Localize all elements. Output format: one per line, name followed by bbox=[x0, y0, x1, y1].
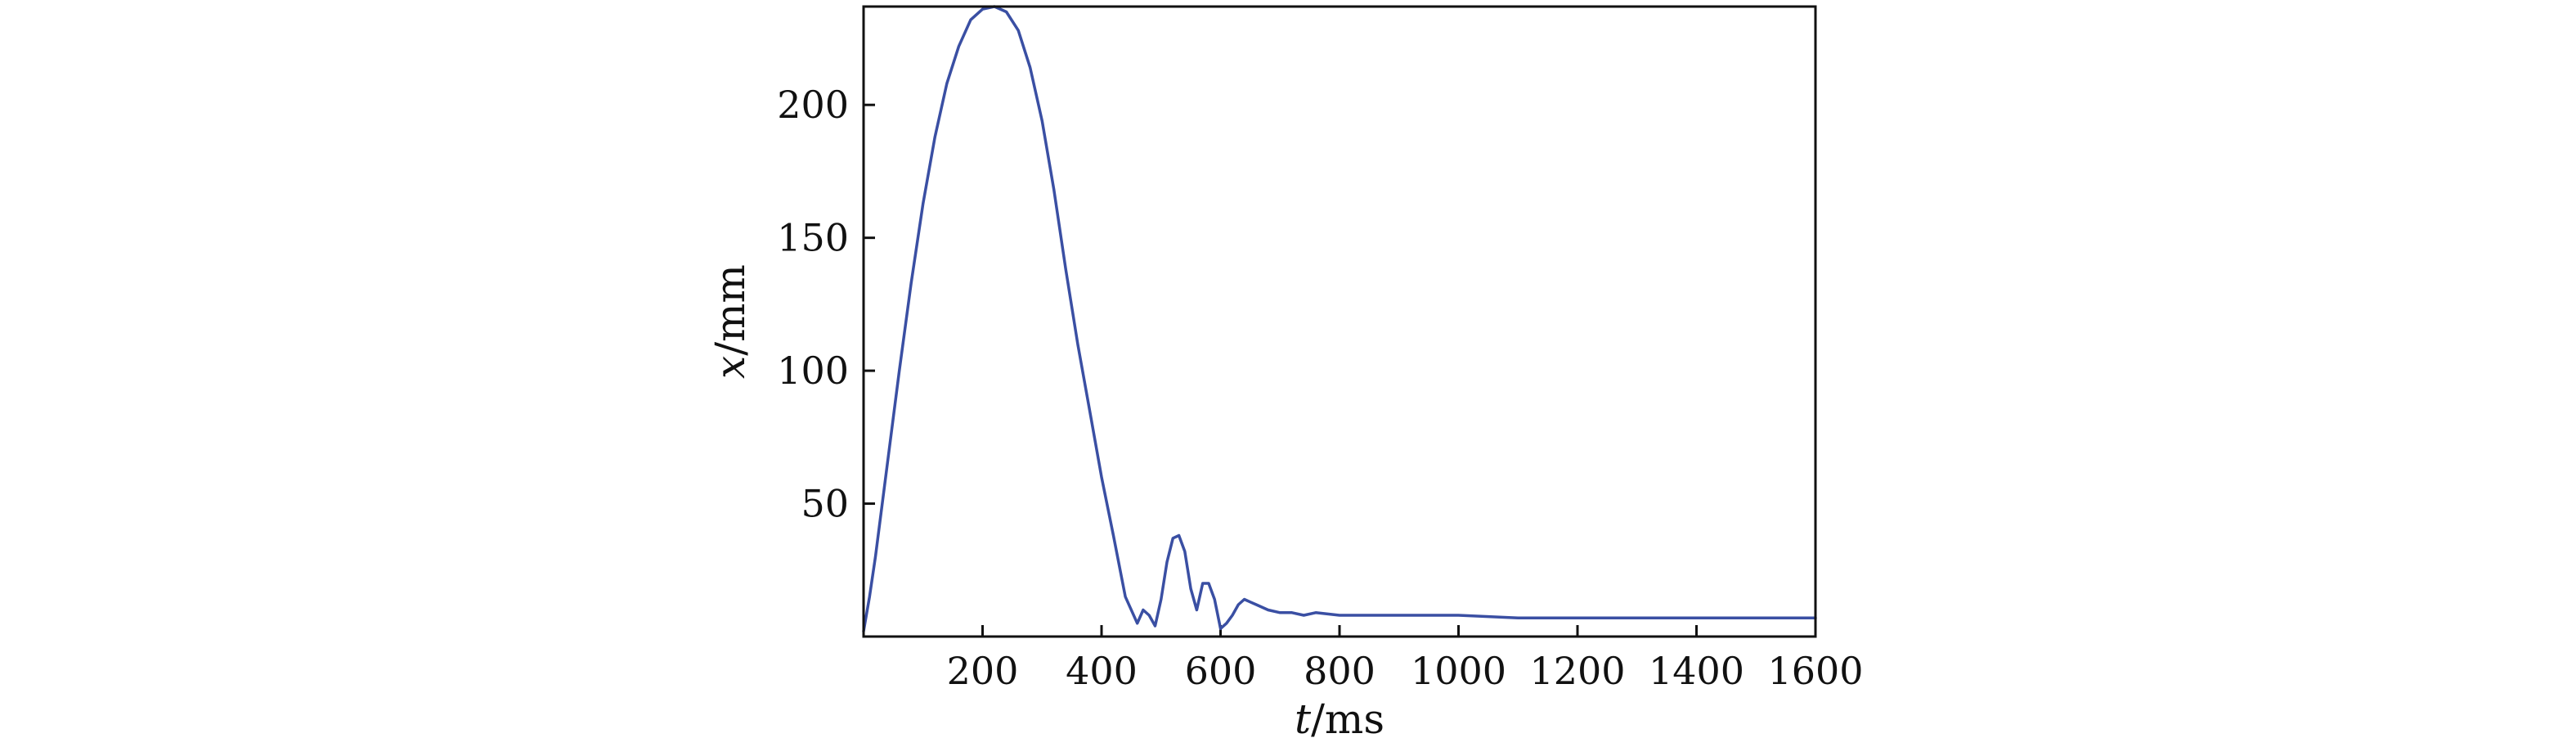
y-axis-label-unit: /mm bbox=[707, 264, 754, 356]
x-tick-label: 1400 bbox=[1649, 649, 1744, 693]
labels-layer: t/ms x/mm bbox=[707, 264, 1384, 743]
y-tick-label: 200 bbox=[777, 83, 849, 127]
plot-layer bbox=[862, 5, 1817, 633]
ticks-layer: 200 400 600 800 1000 1200 1400 1600 50 100 150 200 bbox=[777, 83, 1863, 693]
x-tick-label: 1000 bbox=[1411, 649, 1506, 693]
y-tick-label: 100 bbox=[777, 349, 849, 393]
x-tick-label: 600 bbox=[1185, 649, 1257, 693]
series-line-0 bbox=[862, 5, 1817, 633]
x-axis-label-var: t bbox=[1295, 695, 1312, 743]
x-axis-label: t/ms bbox=[1295, 695, 1384, 743]
y-axis-label: x/mm bbox=[707, 264, 754, 379]
y-tick-label: 50 bbox=[801, 482, 849, 526]
x-tick-label: 200 bbox=[947, 649, 1019, 693]
x-tick-label: 800 bbox=[1304, 649, 1376, 693]
x-tick-label: 1600 bbox=[1767, 649, 1863, 693]
x-tick-label: 1200 bbox=[1529, 649, 1625, 693]
x-tick-label: 400 bbox=[1066, 649, 1138, 693]
plot-frame bbox=[862, 5, 1817, 638]
x-axis-label-unit: /ms bbox=[1311, 695, 1384, 743]
y-tick-label: 150 bbox=[777, 216, 849, 260]
y-axis-label-var: x bbox=[707, 356, 754, 379]
